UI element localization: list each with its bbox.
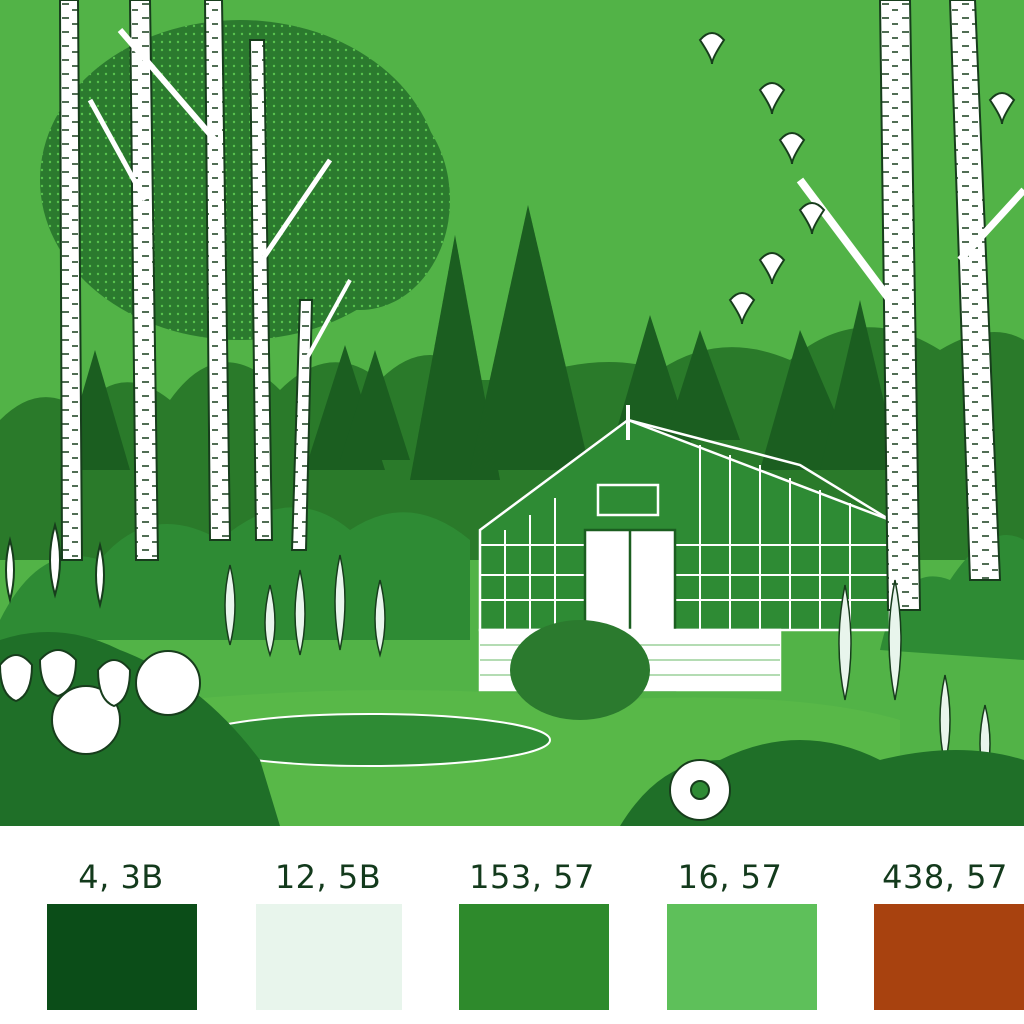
swatch-label: 12, 5B: [274, 858, 382, 896]
swatch-color: [256, 904, 402, 1010]
birch-trees-right: [796, 0, 1024, 611]
alliums-tulips: [0, 521, 201, 755]
round-shrub: [510, 620, 650, 720]
swatch-label: 16, 57: [677, 858, 783, 896]
garden-illustration: [0, 0, 1024, 826]
swatch-color: [874, 904, 1024, 1010]
color-palette: 4, 3B 12, 5B 153, 57 16, 57 438, 57: [0, 826, 1024, 1024]
swatch-color: [667, 904, 817, 1010]
midground-bushes: [0, 507, 470, 640]
swatch-color: [459, 904, 609, 1010]
swatch-label: 4, 3B: [78, 858, 164, 896]
swatch-label: 438, 57: [882, 858, 1008, 896]
birch-trees-left: [58, 0, 352, 561]
conifer-hatching: [410, 205, 590, 480]
white-flower: [669, 759, 731, 821]
swatch-color: [47, 904, 197, 1010]
heart-leaves: [698, 32, 1016, 325]
swatch-label: 153, 57: [469, 858, 595, 896]
